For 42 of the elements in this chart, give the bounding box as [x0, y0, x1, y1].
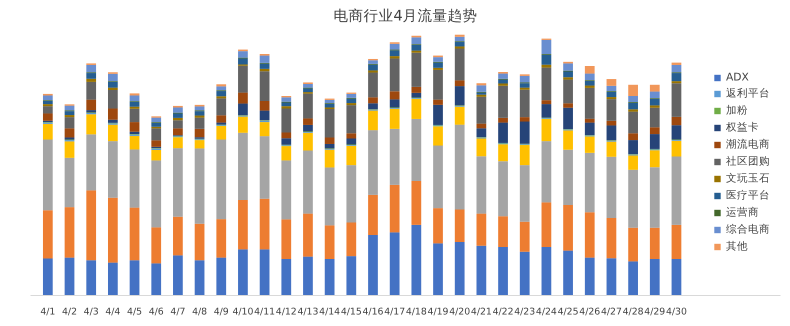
legend-label: 医疗平台 — [726, 188, 770, 202]
x-tick-label: 4/28 — [622, 306, 644, 318]
legend-label: 潮流电商 — [726, 138, 770, 152]
chart-title: 电商行业4月流量趋势 — [333, 8, 478, 24]
x-tick-label: 4/16 — [362, 306, 384, 318]
x-tick-label: 4/4 — [105, 306, 120, 318]
x-tick-label: 4/1 — [40, 306, 56, 318]
legend-label: 运营商 — [726, 206, 759, 220]
x-tick-label: 4/15 — [340, 306, 362, 318]
x-tick-label: 4/5 — [127, 306, 142, 318]
x-tick-label: 4/9 — [214, 306, 229, 318]
x-tick-label: 4/10 — [232, 306, 254, 318]
x-tick-label: 4/17 — [384, 306, 406, 318]
x-tick-label: 4/23 — [514, 306, 536, 318]
x-tick-label: 4/13 — [297, 306, 318, 318]
legend-label: 文玩玉石 — [726, 172, 770, 186]
x-tick-label: 4/8 — [192, 306, 208, 318]
x-tick-label: 4/6 — [148, 306, 164, 318]
legend-label: ADX — [726, 70, 749, 84]
legend-label: 综合电商 — [726, 222, 770, 236]
x-tick-label: 4/3 — [84, 306, 99, 318]
x-tick-label: 4/21 — [470, 306, 492, 318]
x-tick-label: 4/30 — [666, 306, 687, 318]
x-tick-label: 4/24 — [536, 306, 557, 318]
x-tick-label: 4/14 — [319, 306, 340, 318]
x-tick-label: 4/18 — [406, 306, 427, 318]
x-tick-label: 4/25 — [558, 306, 579, 318]
x-tick-label: 4/20 — [449, 306, 470, 318]
x-tick-label: 4/27 — [600, 306, 622, 318]
legend-label: 社区团购 — [726, 154, 770, 168]
legend-label: 其他 — [726, 240, 748, 254]
legend-label: 权益卡 — [726, 120, 759, 134]
x-tick-label: 4/19 — [428, 306, 449, 318]
legend-label: 加粉 — [726, 104, 748, 118]
x-tick-label: 4/11 — [254, 306, 276, 318]
x-tick-label: 4/12 — [276, 306, 297, 318]
x-tick-label: 4/26 — [579, 306, 600, 318]
x-tick-label: 4/22 — [492, 306, 514, 318]
x-tick-label: 4/7 — [170, 306, 186, 318]
x-tick-label: 4/2 — [62, 306, 78, 318]
x-tick-label: 4/29 — [644, 306, 666, 318]
legend-label: 返利平台 — [726, 86, 770, 100]
